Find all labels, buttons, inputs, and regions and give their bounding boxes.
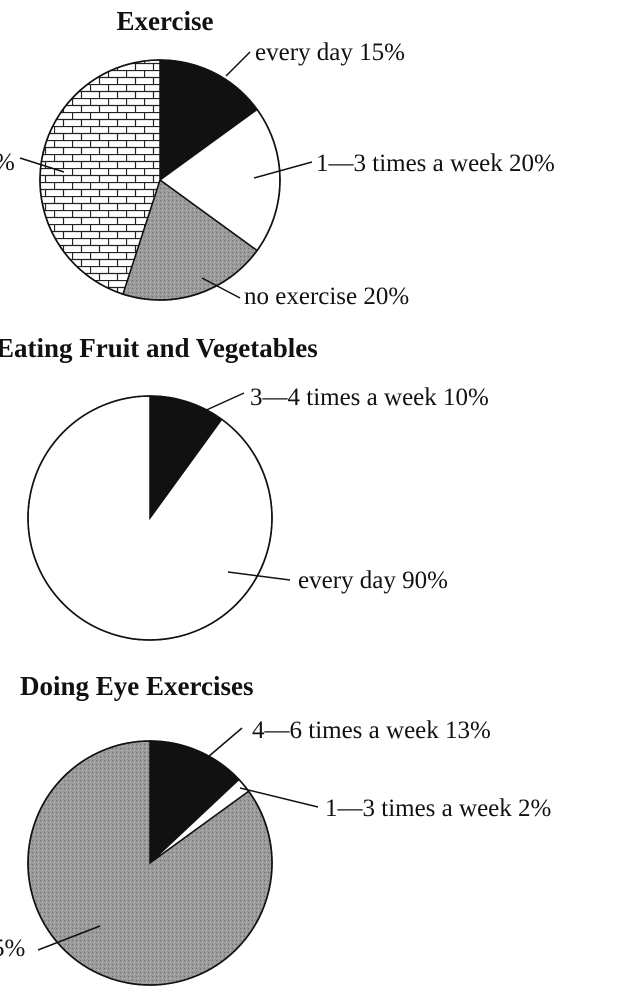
exercise-title: Exercise [117,6,214,36]
fruit-vegetables-title: Eating Fruit and Vegetables [0,333,318,363]
fruit-label-every-day: every day 90% [298,567,448,594]
pie-slice-1-1 [27,395,273,641]
fruit-vegetables-chart: Eating Fruit and Vegetables 3—4 times a … [0,333,489,641]
eye-label-4-6-times: 4—6 times a week 13% [252,717,491,744]
exercise-pie [39,59,281,301]
pie-outline-1 [27,395,273,641]
exercise-label-no-exercise: no exercise 20% [244,283,409,310]
eye-label-1-3-times: 1—3 times a week 2% [325,795,551,822]
exercise-chart: Exercise every day 15% 1—3 times a week … [0,6,555,310]
eye-exercises-title: Doing Eye Exercises [20,671,253,701]
eye-exercises-chart: Doing Eye Exercises 4—6 times a week 13%… [0,671,551,986]
exercise-label-every-day: every day 15% [255,39,405,66]
eye-label-cut-off: 5% [0,935,25,962]
fruit-vegetables-pie [27,395,273,641]
fruit-label-3-4-times: 3—4 times a week 10% [250,384,489,411]
pie-outline-2 [27,740,273,986]
exercise-label-cut-off: % [0,149,15,176]
exercise-label-1-3-times: 1—3 times a week 20% [316,150,555,177]
pie-outline-0 [39,59,281,301]
eye-exercises-pie [27,740,273,986]
